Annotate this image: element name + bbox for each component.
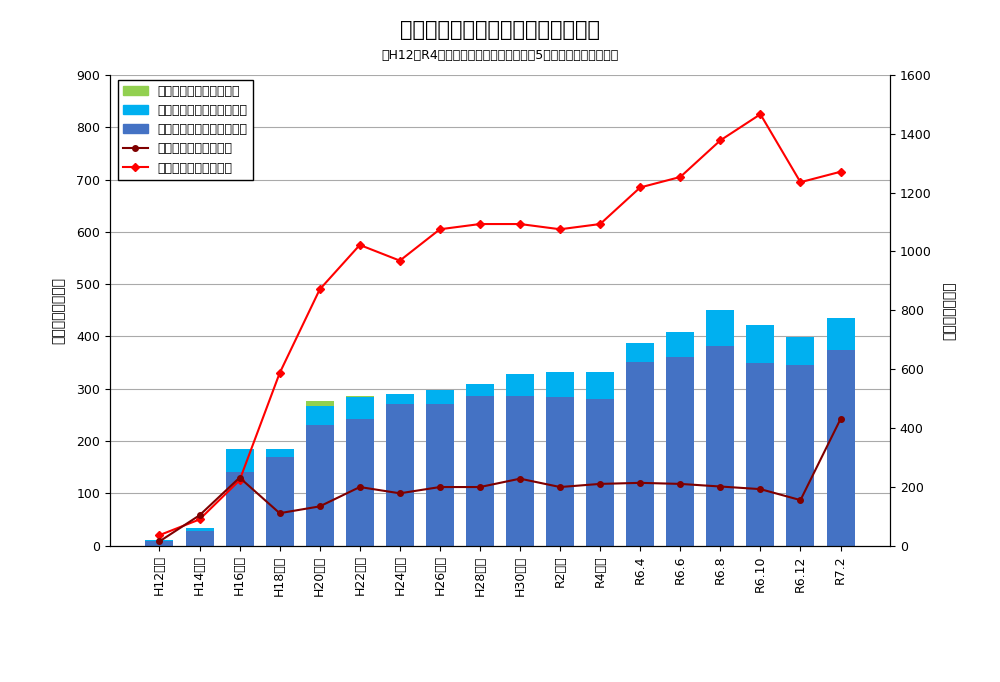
- Line: 処方せん枚数（休日）: 処方せん枚数（休日）: [157, 416, 843, 544]
- Line: 処方せん枚数（平日）: 処方せん枚数（平日）: [157, 111, 843, 538]
- Bar: [706, 346, 734, 546]
- 処方せん枚数（休日）: [474, 483, 486, 491]
- Bar: [306, 402, 334, 406]
- Bar: [186, 531, 214, 546]
- Bar: [466, 384, 494, 396]
- 処方せん枚数（平日）: [794, 178, 806, 186]
- 処方せん枚数（休日）: [314, 502, 326, 510]
- Bar: [346, 396, 374, 397]
- 処方せん枚数（平日）: [594, 220, 606, 228]
- 処方せん枚数（休日）: [594, 480, 606, 488]
- Text: 入院抗がん剤処方箋枚数と調製件数: 入院抗がん剤処方箋枚数と調製件数: [400, 20, 600, 40]
- 処方せん枚数（休日）: [434, 483, 446, 491]
- Bar: [546, 372, 574, 397]
- 処方せん枚数（休日）: [634, 479, 646, 487]
- Bar: [466, 396, 494, 546]
- Bar: [746, 364, 774, 546]
- Bar: [346, 397, 374, 419]
- Bar: [786, 365, 814, 546]
- 処方せん枚数（休日）: [514, 475, 526, 483]
- Text: （H12〜R4年度は月平均のデータ、令和5年度は各月のデータ）: （H12〜R4年度は月平均のデータ、令和5年度は各月のデータ）: [381, 49, 619, 62]
- Bar: [827, 318, 855, 350]
- 処方せん枚数（平日）: [194, 516, 206, 524]
- 処方せん枚数（休日）: [714, 482, 726, 490]
- 処方せん枚数（平日）: [234, 476, 246, 484]
- Bar: [506, 374, 534, 396]
- 処方せん枚数（平日）: [314, 285, 326, 293]
- Bar: [426, 404, 454, 546]
- Bar: [386, 404, 414, 546]
- 処方せん枚数（平日）: [394, 256, 406, 265]
- 処方せん枚数（休日）: [754, 485, 766, 493]
- Bar: [827, 350, 855, 546]
- Bar: [506, 396, 534, 546]
- Bar: [746, 325, 774, 364]
- Bar: [586, 398, 614, 546]
- 処方せん枚数（休日）: [354, 483, 366, 491]
- 処方せん枚数（平日）: [153, 531, 165, 539]
- Bar: [386, 394, 414, 404]
- 処方せん枚数（休日）: [674, 480, 686, 488]
- 処方せん枚数（平日）: [754, 110, 766, 118]
- 処方せん枚数（休日）: [554, 483, 566, 491]
- Bar: [626, 361, 654, 546]
- Y-axis label: 調製件数（件）: 調製件数（件）: [943, 281, 957, 340]
- Bar: [346, 419, 374, 546]
- 処方せん枚数（平日）: [634, 183, 646, 192]
- Bar: [145, 539, 173, 542]
- Bar: [145, 542, 173, 546]
- 処方せん枚数（休日）: [234, 473, 246, 481]
- Bar: [306, 406, 334, 425]
- Bar: [306, 425, 334, 546]
- 処方せん枚数（平日）: [434, 225, 446, 233]
- 処方せん枚数（平日）: [554, 225, 566, 233]
- Bar: [266, 449, 294, 458]
- 処方せん枚数（平日）: [354, 241, 366, 249]
- Bar: [786, 337, 814, 365]
- Legend: その他調製件数（平日）, 抗がん薬調製件数（休日）, 抗がん薬調製件数（平日）, 処方せん枚数（休日）, 処方せん枚数（平日）: その他調製件数（平日）, 抗がん薬調製件数（休日）, 抗がん薬調製件数（平日）,…: [118, 80, 253, 180]
- Bar: [706, 310, 734, 346]
- Bar: [186, 528, 214, 531]
- Y-axis label: 処方箋枚数（枚）: 処方箋枚数（枚）: [51, 277, 65, 344]
- Bar: [666, 332, 694, 357]
- 処方せん枚数（休日）: [835, 415, 847, 423]
- 処方せん枚数（平日）: [674, 173, 686, 181]
- 処方せん枚数（平日）: [274, 369, 286, 377]
- 処方せん枚数（平日）: [514, 220, 526, 228]
- 処方せん枚数（休日）: [794, 496, 806, 504]
- 処方せん枚数（休日）: [274, 509, 286, 517]
- Bar: [266, 458, 294, 546]
- 処方せん枚数（休日）: [194, 512, 206, 520]
- 処方せん枚数（平日）: [714, 136, 726, 145]
- 処方せん枚数（平日）: [474, 220, 486, 228]
- Bar: [226, 472, 254, 546]
- Bar: [546, 397, 574, 546]
- Bar: [426, 389, 454, 404]
- Bar: [586, 372, 614, 398]
- Bar: [626, 342, 654, 361]
- 処方せん枚数（平日）: [835, 168, 847, 176]
- 処方せん枚数（休日）: [394, 489, 406, 497]
- Bar: [666, 357, 694, 546]
- 処方せん枚数（休日）: [153, 537, 165, 546]
- Bar: [226, 449, 254, 472]
